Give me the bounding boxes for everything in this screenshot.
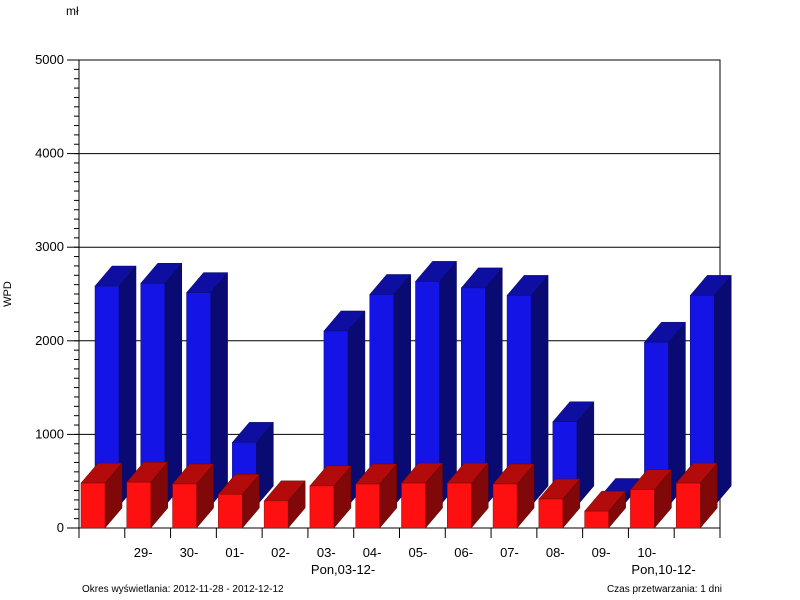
y-tick-label: 1000 — [35, 426, 64, 441]
x-tick-label-secondary: Pon,03-12- — [311, 562, 375, 577]
x-tick-label: 08- — [546, 545, 565, 560]
bar — [584, 510, 609, 529]
y-axis-label: WPD — [2, 281, 14, 307]
bar — [355, 483, 380, 529]
bar — [675, 482, 701, 529]
x-tick-label: 30- — [180, 545, 199, 560]
x-tick-label: 02- — [271, 545, 290, 560]
bar — [126, 481, 152, 529]
x-tick-label: 01- — [225, 545, 244, 560]
y-tick-label: 3000 — [35, 239, 64, 254]
bar — [630, 489, 655, 529]
x-tick-label: 29- — [134, 545, 153, 560]
bar — [401, 482, 426, 529]
x-tick-label: 10- — [637, 545, 656, 560]
x-tick-label: 04- — [363, 545, 382, 560]
bar — [218, 494, 243, 529]
x-tick-label-secondary: Pon,10-12- — [631, 562, 695, 577]
bar — [263, 500, 289, 529]
x-tick-label: 07- — [500, 545, 519, 560]
processing-time-label: Czas przetwarzania: 1 dni — [606, 584, 722, 595]
y-tick-label: 0 — [57, 520, 64, 535]
y-tick-label: 5000 — [35, 52, 64, 67]
display-period-label: Okres wyświetlania: 2012-11-28 - 2012-12… — [82, 584, 284, 595]
x-tick-label: 05- — [409, 545, 428, 560]
bar — [309, 485, 335, 529]
bar — [80, 482, 106, 529]
x-tick-label: 09- — [592, 545, 611, 560]
bar — [492, 483, 518, 529]
y-tick-label: 4000 — [35, 146, 64, 161]
unit-label: mł — [66, 4, 79, 18]
x-tick-label: 06- — [454, 545, 473, 560]
bar — [172, 483, 197, 529]
bar — [538, 498, 564, 529]
y-tick-label: 2000 — [35, 333, 64, 348]
bar — [447, 482, 472, 529]
x-tick-label: 03- — [317, 545, 336, 560]
